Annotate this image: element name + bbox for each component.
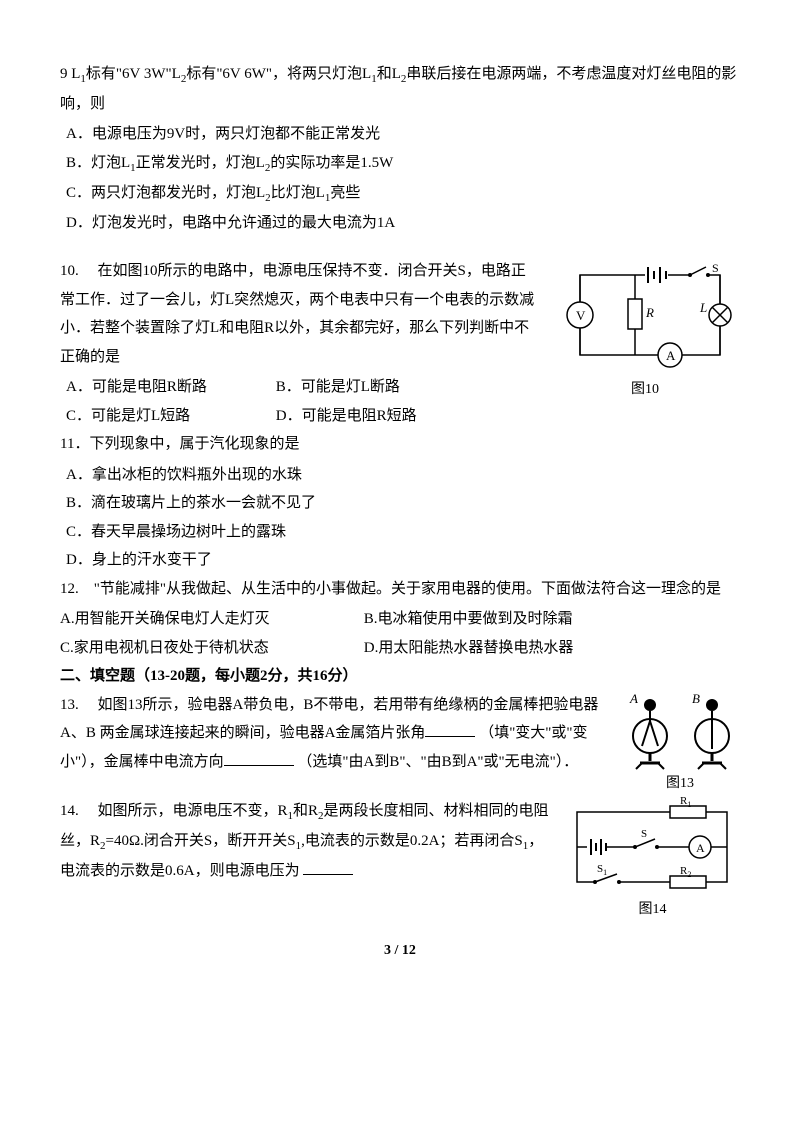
fig14-label: 图14 — [565, 897, 740, 924]
svg-text:R2: R2 — [680, 865, 691, 879]
q12-options-row2: C.家用电视机日夜处于待机状态 D.用太阳能热水器替换电热水器 — [60, 634, 740, 663]
page-number: 3 / 12 — [60, 938, 740, 965]
t: C．两只灯泡都发光时，灯泡L — [66, 185, 265, 201]
q11-option-b: B．滴在玻璃片上的茶水一会就不见了 — [66, 489, 740, 518]
figure-10: S V R L A 图10 — [550, 257, 740, 404]
t: （选填"由A到B"、"由B到A"或"无电流"）． — [297, 754, 578, 770]
svg-text:S: S — [641, 828, 647, 840]
section-2-heading: 二、填空题（13-20题，每小题2分，共16分） — [60, 662, 740, 691]
fig13-label: 图13 — [620, 771, 740, 798]
fig10-label: 图10 — [550, 377, 740, 404]
figure-14: R1 S A S1 R2 — [565, 797, 740, 924]
blank-13-2[interactable] — [224, 750, 294, 766]
q9-option-b: B．灯泡L1正常发光时，灯泡L2的实际功率是1.5W — [66, 149, 740, 179]
t: =40Ω.闭合开关S，断开开关S — [106, 833, 296, 849]
q10-options-row2: C．可能是灯L短路 D．可能是电阻R短路 — [60, 402, 740, 431]
question-11-stem: 11．下列现象中，属于汽化现象的是 — [60, 430, 740, 459]
svg-text:A: A — [666, 348, 676, 363]
svg-text:R: R — [645, 305, 654, 320]
svg-text:L: L — [699, 300, 707, 315]
q10-option-d: D．可能是电阻R短路 — [276, 408, 417, 424]
svg-text:S1: S1 — [597, 863, 607, 877]
t: 标有"6V 6W"，将两只灯泡L — [186, 66, 371, 82]
svg-text:V: V — [576, 308, 586, 323]
q9-text: 9 L1标有"6V 3W"L2标有"6V 6W"，将两只灯泡L1和L2串联后接在… — [60, 66, 736, 112]
q10-option-c: C．可能是灯L短路 — [66, 402, 266, 431]
t: A．可能是电阻R断路 — [66, 379, 207, 395]
q9-option-a: A．电源电压为9V时，两只灯泡都不能正常发光 — [66, 120, 740, 149]
figure-13: A B 图13 — [620, 691, 740, 798]
t: 正常发光时，灯泡L — [136, 155, 265, 171]
q10-option-a: A．可能是电阻R断路 — [66, 373, 266, 402]
t: B．灯泡L — [66, 155, 130, 171]
svg-text:S: S — [712, 261, 719, 275]
q11-option-a: A．拿出冰柜的饮料瓶外出现的水珠 — [66, 461, 740, 490]
q12-option-b: B.电冰箱使用中要做到及时除霜 — [364, 611, 573, 627]
t: 和R — [293, 803, 318, 819]
q12-options-row1: A.用智能开关确保电灯人走灯灭 B.电冰箱使用中要做到及时除霜 — [60, 605, 740, 634]
t: 和L — [377, 66, 401, 82]
svg-text:B: B — [692, 691, 700, 706]
t: 9 L — [60, 66, 80, 82]
q12-option-c: C.家用电视机日夜处于待机状态 — [60, 634, 360, 663]
t: 比灯泡L — [271, 185, 325, 201]
q12-option-a: A.用智能开关确保电灯人走灯灭 — [60, 605, 360, 634]
q10-option-b: B．可能是灯L断路 — [276, 379, 400, 395]
q11-option-d: D．身上的汗水变干了 — [66, 546, 740, 575]
q12-option-d: D.用太阳能热水器替换电热水器 — [364, 640, 574, 656]
svg-text:A: A — [629, 691, 638, 706]
question-9: 9 L1标有"6V 3W"L2标有"6V 6W"，将两只灯泡L1和L2串联后接在… — [60, 60, 740, 118]
question-12-stem: 12. "节能减排"从我做起、从生活中的小事做起。关于家用电器的使用。下面做法符… — [60, 575, 740, 604]
svg-text:A: A — [696, 841, 705, 855]
q9-option-c: C．两只灯泡都发光时，灯泡L2比灯泡L1亮些 — [66, 179, 740, 209]
t: 的实际功率是1.5W — [270, 155, 393, 171]
t: 亮些 — [330, 185, 360, 201]
t: 14. 如图所示，电源电压不变，R — [60, 803, 288, 819]
blank-14[interactable] — [303, 859, 353, 875]
t: 标有"6V 3W"L — [86, 66, 181, 82]
q9-option-d: D．灯泡发光时，电路中允许通过的最大电流为1A — [66, 209, 740, 238]
q11-option-c: C．春天早晨操场边树叶上的露珠 — [66, 518, 740, 547]
t: ,电流表的示数是0.2A；若再闭合S — [301, 833, 523, 849]
blank-13-1[interactable] — [425, 721, 475, 737]
